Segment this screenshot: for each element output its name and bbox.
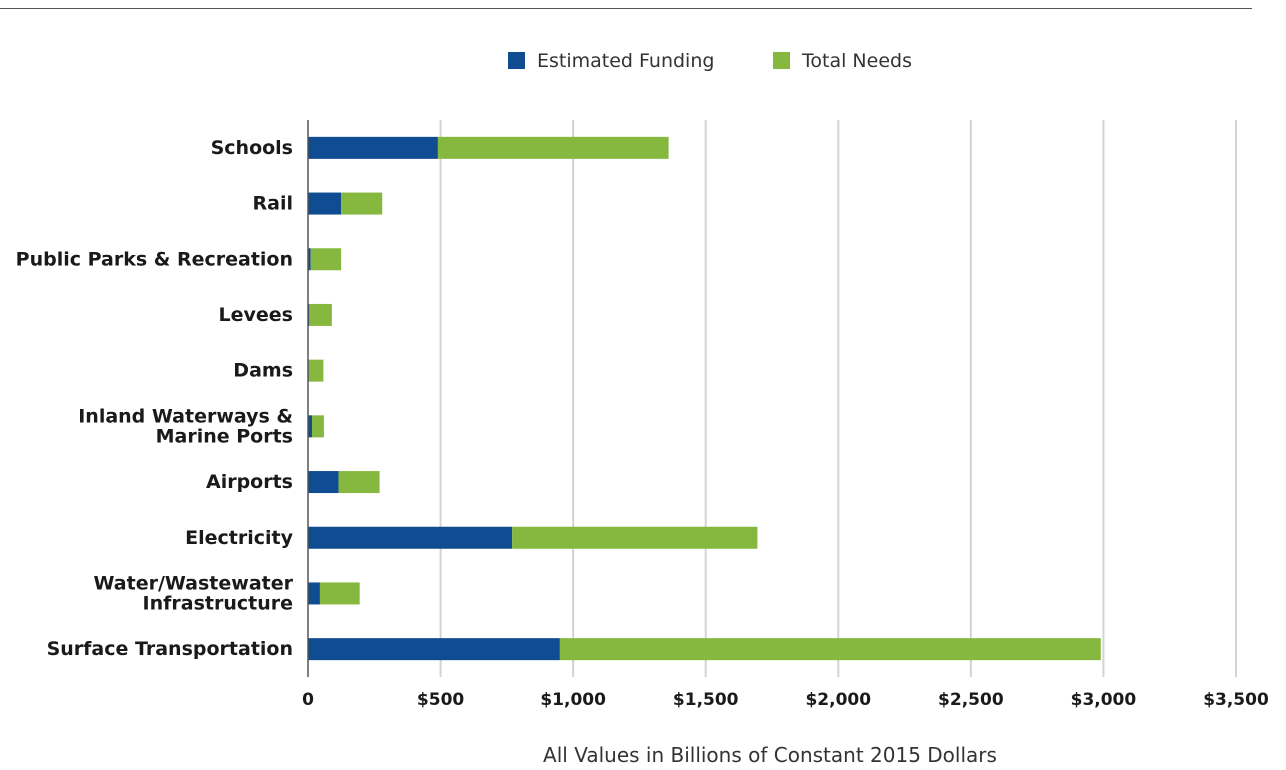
bar-estimated-funding bbox=[308, 582, 320, 605]
bar-total-needs bbox=[338, 471, 380, 494]
bar-total-needs bbox=[310, 248, 342, 271]
bar-estimated-funding bbox=[308, 192, 342, 215]
bar-estimated-funding bbox=[308, 638, 560, 661]
x-axis-label: All Values in Billions of Constant 2015 … bbox=[543, 743, 997, 767]
bar-total-needs bbox=[341, 192, 383, 215]
category-label: Inland Waterways & Marine Ports bbox=[78, 405, 293, 447]
category-label: Rail bbox=[253, 193, 293, 215]
bar-estimated-funding bbox=[308, 471, 339, 494]
bar-estimated-funding bbox=[308, 526, 513, 549]
x-tick-label: $1,000 bbox=[540, 690, 606, 710]
x-tick-label: 0 bbox=[302, 690, 314, 710]
bar-total-needs bbox=[311, 415, 324, 438]
category-label: Public Parks & Recreation bbox=[16, 248, 293, 270]
bar-total-needs bbox=[512, 526, 758, 549]
x-tick-label: $500 bbox=[417, 690, 464, 710]
legend-label: Total Needs bbox=[801, 50, 912, 72]
category-label: Dams bbox=[233, 360, 293, 382]
bar-total-needs bbox=[309, 303, 332, 326]
category-label: Electricity bbox=[185, 527, 293, 549]
category-label: Airports bbox=[206, 471, 293, 493]
bar-total-needs bbox=[319, 582, 360, 605]
x-tick-label: $3,000 bbox=[1071, 690, 1137, 710]
category-label: Water/Wastewater Infrastructure bbox=[94, 572, 294, 614]
legend-swatch bbox=[508, 52, 525, 69]
legend-swatch bbox=[773, 52, 790, 69]
bar-total-needs bbox=[437, 136, 669, 159]
category-label: Levees bbox=[219, 304, 293, 326]
x-tick-label: $1,500 bbox=[673, 690, 739, 710]
category-label: Surface Transportation bbox=[47, 638, 293, 660]
x-tick-label: $2,000 bbox=[805, 690, 871, 710]
bar-total-needs bbox=[559, 638, 1101, 661]
category-label: Schools bbox=[211, 137, 293, 159]
legend-label: Estimated Funding bbox=[537, 50, 714, 72]
x-tick-label: $3,500 bbox=[1203, 690, 1269, 710]
bar-estimated-funding bbox=[308, 248, 311, 271]
top-rule bbox=[0, 8, 1252, 9]
bar-estimated-funding bbox=[308, 136, 438, 159]
bar-estimated-funding bbox=[308, 415, 312, 438]
bar-total-needs bbox=[308, 359, 324, 382]
x-tick-label: $2,500 bbox=[938, 690, 1004, 710]
